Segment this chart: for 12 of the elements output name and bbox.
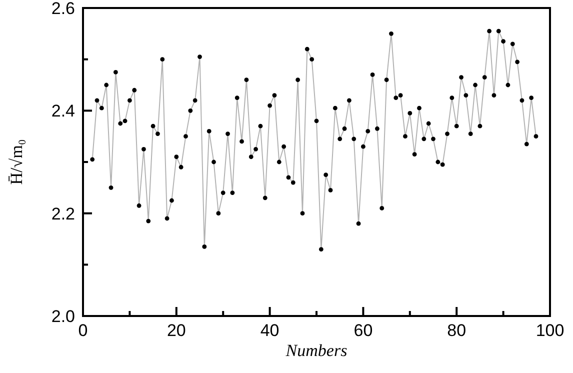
x-tick-label: 100 [536,321,564,340]
x-tick-label: 80 [447,321,466,340]
y-tick-label: 2.6 [51,0,75,18]
y-tick-label: 2.2 [51,204,75,224]
x-axis-title: Numbers [284,341,348,360]
text: 2.0 [51,306,75,326]
x-tick-label: 40 [260,321,280,340]
x-tick-label: 60 [354,321,373,340]
x-tick-label: 0 [78,321,88,340]
y-tick-label: 2.4 [51,102,75,121]
y-axis-title: H̄/√m₀ [7,139,26,185]
x-tick-label: 20 [166,321,186,340]
